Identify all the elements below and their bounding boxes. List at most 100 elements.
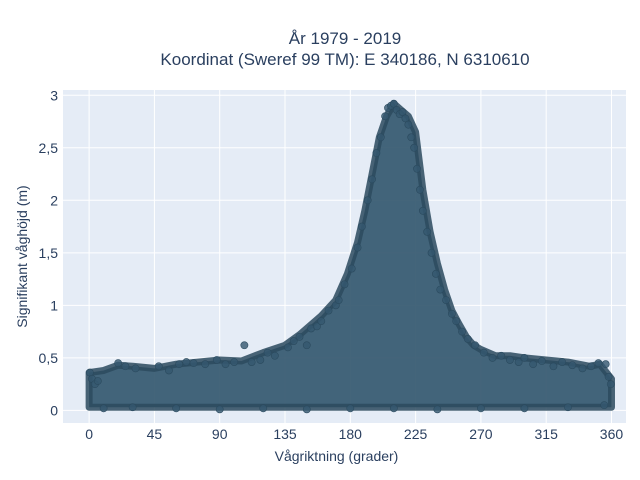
data-point (353, 243, 362, 252)
x-tick-label: 360 (600, 426, 624, 442)
y-axis-ticks: 0 0,5 1 1,5 2 2,5 3 (39, 87, 59, 418)
data-point (407, 133, 416, 142)
data-point (416, 185, 424, 194)
data-point (376, 133, 385, 142)
data-point (413, 164, 421, 173)
data-point (317, 317, 326, 326)
data-point (302, 341, 311, 350)
data-point (389, 99, 398, 108)
data-point (381, 112, 390, 121)
x-tick-label: 225 (404, 426, 428, 442)
data-point (154, 362, 163, 371)
data-point (506, 356, 514, 364)
data-point (289, 337, 298, 345)
x-tick-label: 135 (273, 426, 297, 442)
data-point (230, 358, 239, 366)
data-point (221, 360, 230, 369)
data-point (313, 322, 321, 331)
data-point (347, 264, 356, 273)
data-point (172, 404, 181, 413)
data-point (578, 364, 587, 373)
x-tick-label: 270 (469, 426, 493, 442)
data-point (568, 361, 577, 370)
data-point (334, 296, 343, 304)
data-point (372, 149, 381, 157)
data-point (114, 359, 123, 368)
data-point (398, 108, 407, 116)
data-point (121, 362, 130, 371)
data-point (175, 360, 183, 369)
x-axis-title: Vågriktning (grader) (275, 448, 399, 464)
data-point (340, 280, 349, 289)
data-point (537, 357, 546, 365)
data-point (447, 309, 456, 318)
data-point (99, 404, 108, 413)
data-point (606, 380, 615, 389)
y-axis-title: Signifikant våghöjd (m) (14, 185, 30, 327)
data-point (247, 358, 256, 366)
data-point (189, 359, 198, 368)
data-point (564, 403, 572, 412)
data-point (604, 372, 613, 381)
data-point (529, 360, 538, 369)
y-tick-label: 0,5 (39, 350, 59, 366)
data-point (295, 332, 304, 341)
data-point (201, 360, 210, 369)
data-point (442, 296, 450, 304)
data-point (514, 358, 523, 366)
data-point (476, 404, 485, 413)
y-tick-label: 1 (50, 297, 58, 313)
data-point (270, 351, 279, 360)
x-tick-label: 45 (147, 426, 163, 442)
data-point (479, 348, 488, 357)
data-point (433, 405, 442, 414)
data-points (85, 99, 615, 414)
data-point (240, 341, 249, 350)
x-tick-label: 0 (85, 426, 93, 442)
data-point (389, 404, 398, 413)
data-point (520, 404, 529, 413)
y-tick-label: 0 (50, 402, 58, 418)
y-tick-label: 3 (50, 87, 58, 103)
data-point (324, 306, 333, 315)
data-point (263, 348, 272, 357)
data-point (427, 248, 436, 257)
data-point (549, 362, 558, 371)
data-point (401, 114, 410, 123)
data-point (368, 175, 376, 184)
data-point (302, 405, 311, 414)
data-point (131, 364, 140, 373)
x-tick-label: 315 (535, 426, 559, 442)
data-point (594, 359, 603, 368)
data-point (93, 377, 102, 385)
data-point (363, 196, 372, 205)
y-tick-label: 2,5 (39, 140, 59, 156)
data-point (182, 358, 191, 366)
data-point (284, 343, 292, 352)
data-point (256, 356, 265, 364)
data-point (587, 362, 596, 371)
y-tick-label: 2 (50, 192, 58, 208)
data-point (358, 222, 366, 231)
data-point (432, 269, 440, 278)
data-point (346, 404, 355, 413)
x-tick-label: 90 (212, 426, 228, 442)
x-axis-ticks: 0 45 90 135 180 225 270 315 360 (85, 426, 623, 442)
x-tick-label: 180 (339, 426, 363, 442)
data-point (488, 353, 497, 362)
y-tick-label: 1,5 (39, 245, 59, 261)
data-point (410, 143, 419, 152)
data-point (520, 353, 529, 362)
data-point (423, 227, 432, 236)
data-point (458, 327, 466, 336)
chart-title-line-2: Koordinat (Sweref 99 TM): E 340186, N 63… (160, 50, 530, 69)
chart-title-line-1: År 1979 - 2019 (288, 29, 402, 48)
data-point (600, 401, 609, 410)
data-point (497, 351, 506, 360)
data-point (212, 356, 221, 364)
data-point (471, 341, 479, 350)
data-point (259, 404, 268, 413)
data-point (463, 335, 472, 343)
